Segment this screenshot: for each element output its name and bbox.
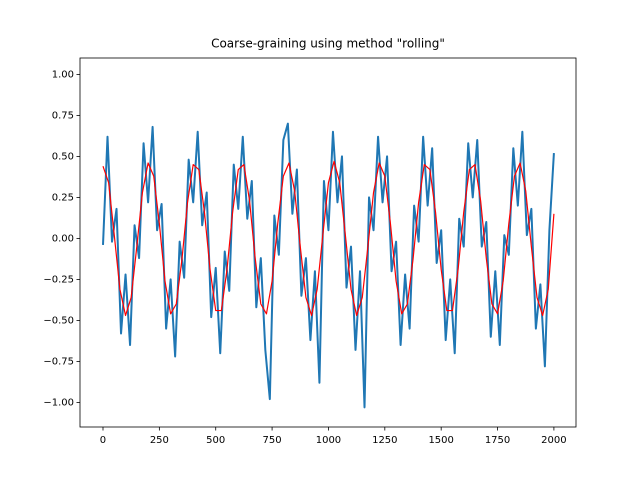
x-tick-label: 500 bbox=[206, 435, 225, 446]
y-tick-label: 0.50 bbox=[52, 151, 74, 162]
x-tick-label: 250 bbox=[150, 435, 169, 446]
series-line bbox=[102, 160, 555, 317]
y-tick-label: 0.25 bbox=[52, 192, 74, 203]
x-tick-label: 1750 bbox=[485, 435, 510, 446]
chart-title: Coarse-graining using method "rolling" bbox=[211, 37, 445, 51]
x-tick-label: 0 bbox=[100, 435, 106, 446]
y-tick-label: −0.50 bbox=[43, 315, 74, 326]
x-tick-label: 1000 bbox=[316, 435, 341, 446]
y-tick-label: 1.00 bbox=[52, 69, 74, 80]
y-tick-label: 0.75 bbox=[52, 110, 74, 121]
series-line bbox=[102, 122, 555, 409]
plot-frame bbox=[79, 57, 577, 428]
x-tick-label: 2000 bbox=[541, 435, 566, 446]
y-tick-label: −0.75 bbox=[43, 356, 74, 367]
y-tick-label: −1.00 bbox=[43, 397, 74, 408]
x-tick-label: 1250 bbox=[372, 435, 397, 446]
y-tick-label: 0.00 bbox=[52, 233, 74, 244]
x-tick-label: 1500 bbox=[428, 435, 453, 446]
y-tick-label: −0.25 bbox=[43, 274, 74, 285]
x-tick-label: 750 bbox=[263, 435, 282, 446]
